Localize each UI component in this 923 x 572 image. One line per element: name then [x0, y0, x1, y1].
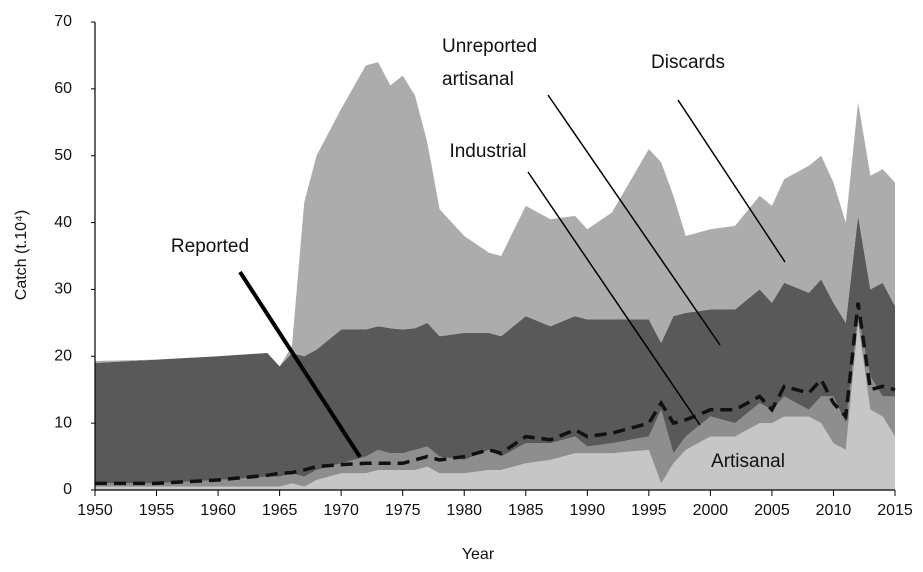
- x-tick-label: 2010: [816, 502, 852, 519]
- x-tick-label: 1985: [508, 502, 544, 519]
- annotation: Reported: [171, 236, 249, 257]
- x-tick-label: 1960: [200, 502, 236, 519]
- x-tick-label: 1970: [323, 502, 359, 519]
- x-tick-label: 1975: [385, 502, 421, 519]
- annotation: Artisanal: [711, 451, 785, 472]
- x-tick-label: 1980: [446, 502, 482, 519]
- y-tick-label: 20: [54, 348, 72, 365]
- x-axis-label: Year: [462, 546, 495, 563]
- pointer: [547, 94, 721, 346]
- areas: [95, 62, 896, 490]
- area: [95, 62, 895, 367]
- y-tick-label: 70: [54, 13, 72, 30]
- x-tick-label: 2005: [754, 502, 790, 519]
- y-tick-label: 60: [54, 80, 72, 97]
- x-tick-label: 1965: [262, 502, 298, 519]
- annotation: Unreported artisanal: [442, 36, 542, 90]
- x-tick-label: 1955: [139, 502, 175, 519]
- y-tick-label: 30: [54, 281, 72, 298]
- annotation: Discards: [651, 52, 725, 73]
- line: [95, 302, 896, 486]
- y-tick-label: 10: [54, 414, 72, 431]
- y-tick-label: 40: [54, 214, 72, 231]
- x-tick-label: 1950: [77, 502, 113, 519]
- x-tick-label: 2015: [877, 502, 913, 519]
- y-tick-label: 50: [54, 147, 72, 164]
- annotation: Industrial: [449, 141, 526, 162]
- x-tick-label: 1995: [631, 502, 667, 519]
- x-tick-label: 2000: [693, 502, 729, 519]
- y-tick-label: 0: [63, 481, 72, 498]
- pointer: [527, 171, 701, 426]
- area: [95, 316, 895, 487]
- area: [95, 322, 895, 490]
- pointer: [677, 99, 786, 263]
- x-tick-label: 1990: [570, 502, 606, 519]
- pointer: [238, 270, 362, 459]
- y-axis-label: Catch (t.10⁴): [13, 210, 30, 300]
